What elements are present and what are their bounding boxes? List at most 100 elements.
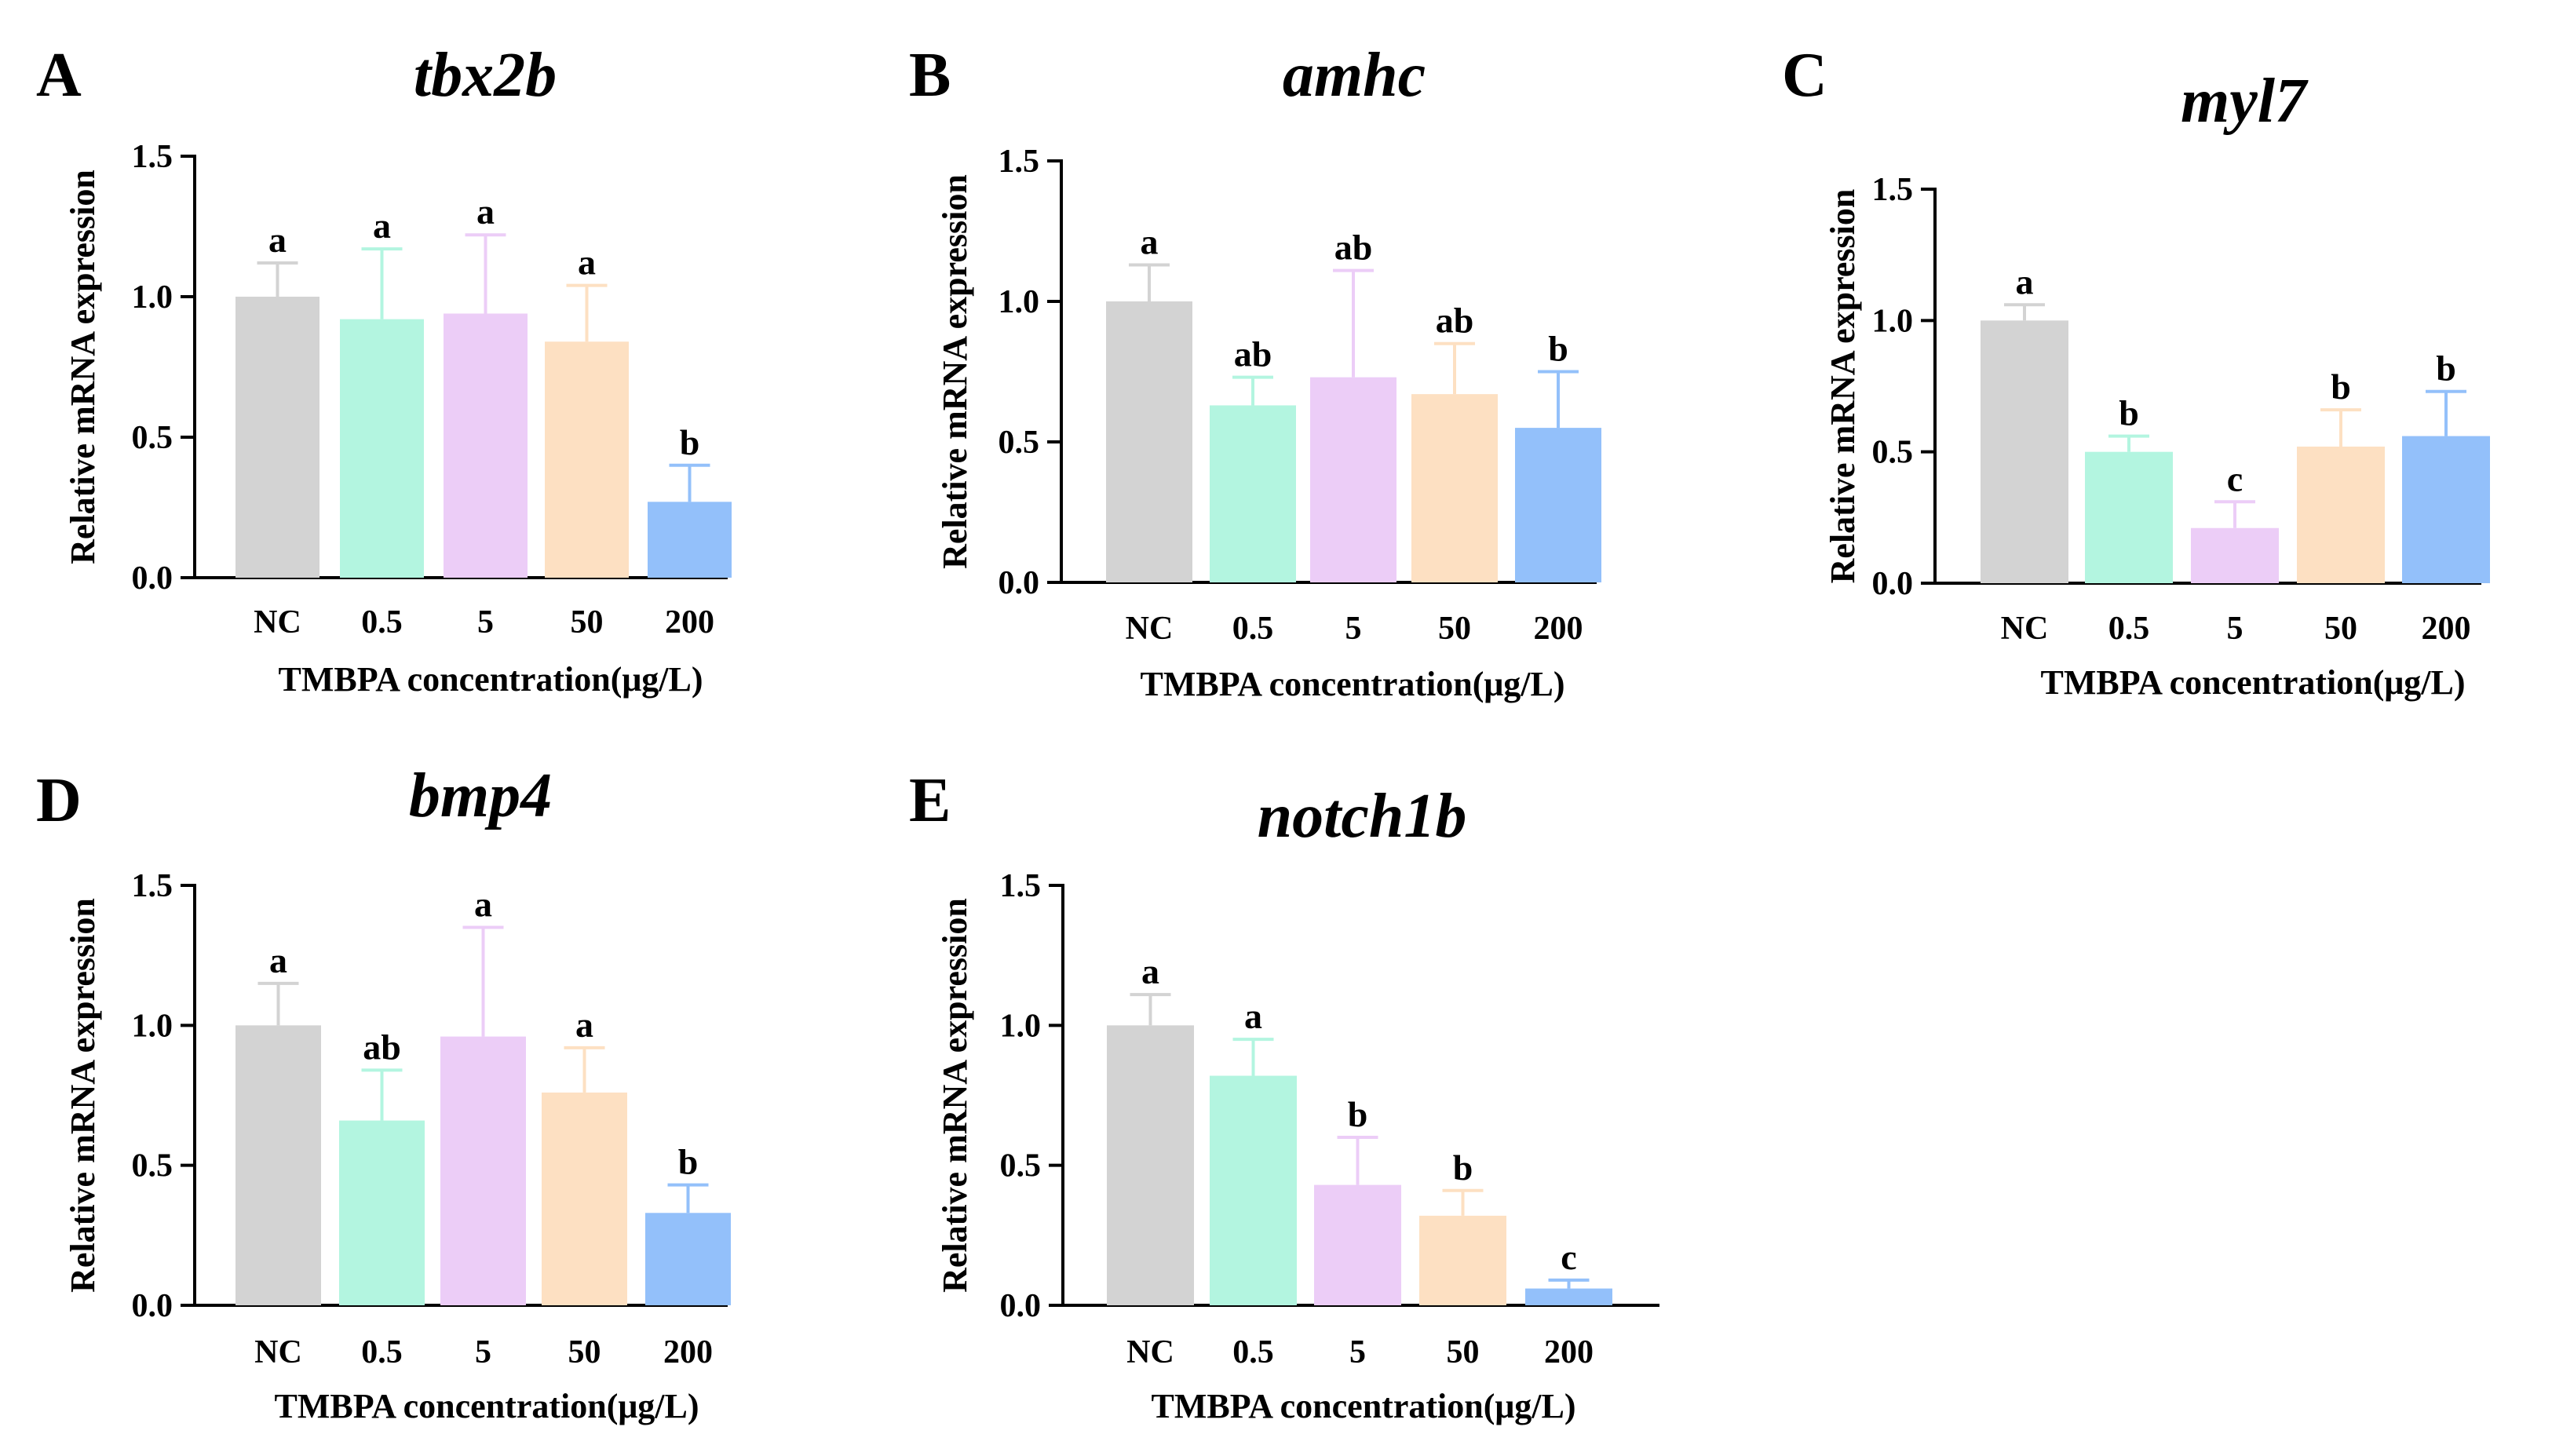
x-axis-label: TMBPA concentration(μg/L) <box>2040 663 2465 702</box>
significance-label: b <box>1453 1148 1473 1188</box>
bar-200 <box>648 502 732 578</box>
bar-200 <box>1515 428 1601 582</box>
y-axis-label: Relative mRNA expression <box>1824 189 1862 584</box>
x-tick-label: 200 <box>1544 1334 1594 1370</box>
significance-label: a <box>1141 221 1159 261</box>
chart-title: amhc <box>1283 41 1426 110</box>
y-axis-label: Relative mRNA expression <box>936 174 974 569</box>
y-axis-label: Relative mRNA expression <box>64 170 102 564</box>
y-tick-label: 1.0 <box>999 284 1040 320</box>
panel-letter: B <box>909 41 951 110</box>
y-tick-label: 0.0 <box>1872 566 1914 602</box>
x-axis-label: TMBPA concentration(μg/L) <box>274 1387 699 1425</box>
significance-label: ab <box>1234 334 1272 374</box>
bar-NC <box>235 1025 321 1305</box>
significance-label: b <box>1548 329 1568 369</box>
bar-0_5 <box>2085 451 2173 583</box>
y-tick-label: 1.5 <box>999 144 1040 180</box>
panel-letter: D <box>36 766 82 835</box>
bar-200 <box>1525 1288 1612 1305</box>
significance-label: c <box>2227 458 2243 498</box>
y-tick-label: 1.0 <box>132 1008 173 1044</box>
x-tick-label: 200 <box>1534 611 1583 647</box>
x-tick-label: 50 <box>1447 1334 1480 1370</box>
x-tick-label: 5 <box>477 604 494 640</box>
significance-label: a <box>2016 261 2034 301</box>
x-tick-label: 50 <box>2324 611 2357 647</box>
significance-label: c <box>1561 1237 1576 1277</box>
x-tick-label: 0.5 <box>361 604 403 640</box>
bar-50 <box>542 1092 627 1305</box>
chart-title: tbx2b <box>414 41 557 110</box>
chart-title: notch1b <box>1258 782 1467 851</box>
y-tick-label: 0.0 <box>1000 1288 1042 1324</box>
bar-5 <box>2191 527 2279 583</box>
bar-5 <box>1310 377 1396 582</box>
significance-label: a <box>373 206 391 246</box>
x-tick-label: 5 <box>2227 611 2243 647</box>
bar-5 <box>1314 1184 1401 1305</box>
bar-0_5 <box>340 319 424 578</box>
y-tick-label: 1.0 <box>132 279 173 316</box>
significance-label: b <box>678 1142 699 1182</box>
significance-label: ab <box>1334 228 1373 268</box>
bar-NC <box>235 297 319 578</box>
x-tick-label: NC <box>2001 611 2049 647</box>
x-tick-label: 0.5 <box>1232 611 1274 647</box>
panel-letter: A <box>36 41 82 110</box>
significance-label: a <box>1244 996 1262 1036</box>
x-axis-label: TMBPA concentration(μg/L) <box>1140 665 1564 703</box>
bar-50 <box>2297 446 2385 583</box>
significance-label: a <box>575 1005 593 1045</box>
significance-label: b <box>2119 393 2139 433</box>
bar-50 <box>1411 394 1498 582</box>
y-tick-label: 1.0 <box>1872 303 1914 339</box>
x-tick-label: 200 <box>2422 611 2471 647</box>
panel-letter: E <box>909 766 951 835</box>
bar-200 <box>2402 436 2490 583</box>
significance-label: a <box>269 940 287 980</box>
significance-label: a <box>1141 951 1159 991</box>
y-tick-label: 1.0 <box>1000 1008 1042 1044</box>
x-tick-label: 5 <box>475 1334 491 1370</box>
y-tick-label: 0.5 <box>132 420 173 456</box>
x-tick-label: NC <box>254 604 301 640</box>
bar-5 <box>440 1036 526 1305</box>
y-tick-label: 1.5 <box>132 139 173 175</box>
bar-5 <box>444 313 528 578</box>
x-tick-label: 0.5 <box>361 1334 403 1370</box>
x-tick-label: 5 <box>1345 611 1362 647</box>
x-tick-label: 200 <box>665 604 714 640</box>
y-tick-label: 0.5 <box>1000 1148 1042 1184</box>
y-tick-label: 0.5 <box>999 425 1040 461</box>
significance-label: b <box>680 422 700 462</box>
bar-NC <box>1981 320 2068 583</box>
x-axis-label: TMBPA concentration(μg/L) <box>278 660 703 699</box>
bar-0_5 <box>1210 405 1296 582</box>
y-tick-label: 1.5 <box>1000 868 1042 904</box>
x-tick-label: 50 <box>568 1334 601 1370</box>
x-tick-label: NC <box>1126 611 1174 647</box>
y-tick-label: 0.5 <box>1872 435 1914 471</box>
significance-label: b <box>2436 348 2456 389</box>
bar-0_5 <box>1210 1075 1297 1305</box>
x-tick-label: 0.5 <box>2108 611 2150 647</box>
significance-label: b <box>2331 367 2351 407</box>
bar-50 <box>1419 1215 1506 1305</box>
significance-label: a <box>474 885 492 925</box>
bar-200 <box>645 1213 731 1305</box>
significance-label: ab <box>363 1027 401 1067</box>
x-tick-label: NC <box>1126 1334 1174 1370</box>
y-tick-label: 0.0 <box>999 565 1040 601</box>
bar-50 <box>545 341 629 578</box>
significance-label: b <box>1348 1094 1368 1134</box>
y-tick-label: 0.5 <box>132 1148 173 1184</box>
y-axis-label: Relative mRNA expression <box>936 898 974 1293</box>
chart-title: myl7 <box>2181 67 2309 136</box>
significance-label: a <box>578 243 596 283</box>
x-tick-label: 50 <box>571 604 604 640</box>
